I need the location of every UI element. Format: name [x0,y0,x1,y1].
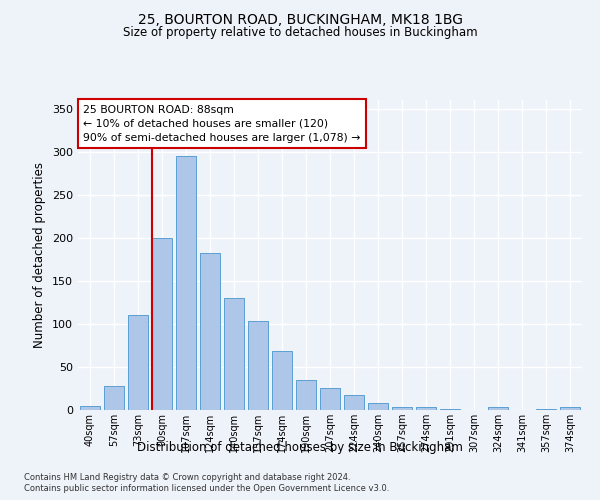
Bar [152,238,172,410]
Text: Contains HM Land Registry data © Crown copyright and database right 2024.: Contains HM Land Registry data © Crown c… [24,472,350,482]
Bar [104,386,124,410]
Bar [272,352,292,410]
Bar [80,406,100,410]
Bar [488,406,508,410]
Bar [296,380,316,410]
Bar [416,406,436,410]
Bar [344,396,364,410]
Text: Distribution of detached houses by size in Buckingham: Distribution of detached houses by size … [137,441,463,454]
Bar [392,406,412,410]
Bar [224,298,244,410]
Bar [176,156,196,410]
Bar [320,388,340,410]
Bar [128,316,148,410]
Bar [200,254,220,410]
Text: Size of property relative to detached houses in Buckingham: Size of property relative to detached ho… [122,26,478,39]
Bar [368,403,388,410]
Bar [536,409,556,410]
Text: 25 BOURTON ROAD: 88sqm
← 10% of detached houses are smaller (120)
90% of semi-de: 25 BOURTON ROAD: 88sqm ← 10% of detached… [83,104,361,142]
Bar [440,409,460,410]
Bar [560,408,580,410]
Y-axis label: Number of detached properties: Number of detached properties [34,162,46,348]
Bar [248,322,268,410]
Text: Contains public sector information licensed under the Open Government Licence v3: Contains public sector information licen… [24,484,389,493]
Text: 25, BOURTON ROAD, BUCKINGHAM, MK18 1BG: 25, BOURTON ROAD, BUCKINGHAM, MK18 1BG [137,12,463,26]
